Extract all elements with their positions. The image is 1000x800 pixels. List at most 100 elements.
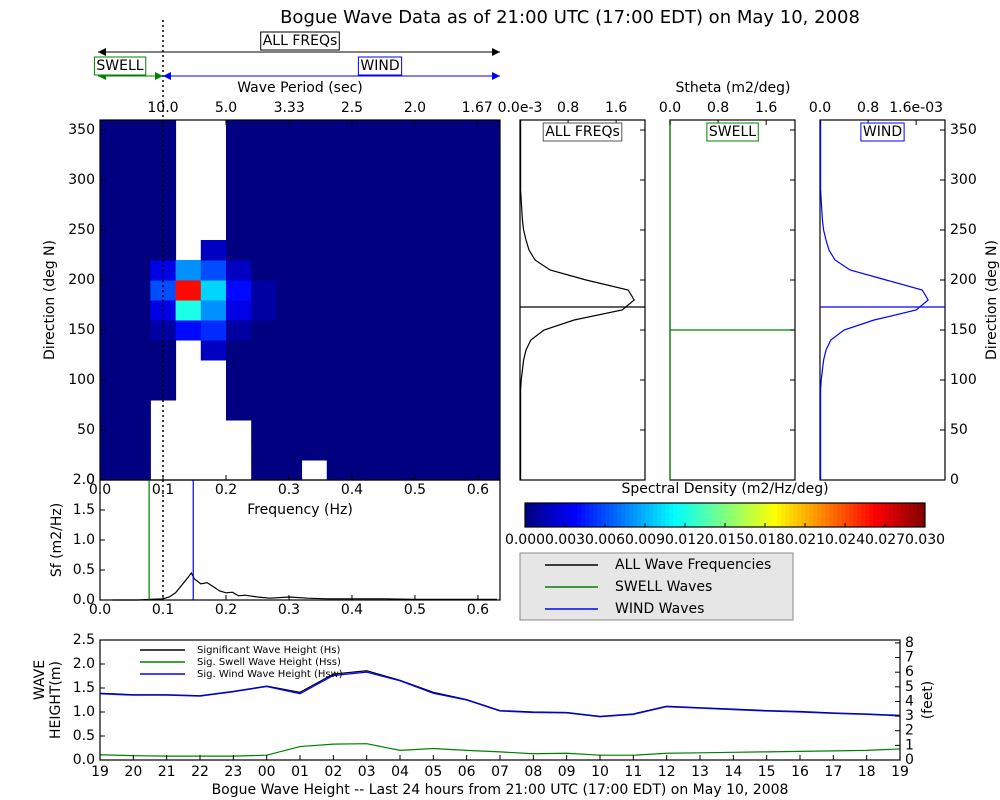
heat-cell: [377, 200, 403, 221]
heat-cell: [377, 460, 403, 481]
heat-cell: [225, 160, 252, 181]
y2-tick-label: 5: [905, 679, 914, 695]
plot-frame: [519, 119, 646, 481]
colorbar-step: [637, 503, 642, 527]
heat-cell: [200, 260, 227, 281]
colorbar-step: [789, 503, 794, 527]
heat-cell: [301, 240, 328, 261]
heat-cell: [427, 400, 454, 421]
x-tick-label: 0.8: [557, 100, 579, 116]
heat-cell: [225, 180, 252, 201]
colorbar-step: [653, 503, 658, 527]
profile-line: [820, 120, 929, 480]
colorbar-tick-label: 0.009: [625, 532, 665, 548]
heat-cell: [427, 340, 454, 361]
heat-cell: [276, 380, 303, 401]
y-tick-label: 0: [950, 472, 959, 488]
y-tick-label: 200: [950, 272, 977, 288]
heat-cell: [477, 280, 501, 301]
colorbar-step: [633, 503, 638, 527]
colorbar-tick-label: 0.024: [825, 532, 865, 548]
x-tick-label: 0.5: [404, 482, 426, 498]
colorbar-step: [565, 503, 570, 527]
colorbar-step: [761, 503, 766, 527]
heat-cell: [276, 180, 303, 201]
all-label: ALL FREQs: [263, 33, 338, 49]
y-tick-label: 0.0: [73, 592, 95, 608]
heat-cell: [477, 440, 501, 461]
heat-cell: [326, 420, 353, 441]
heat-cell: [175, 260, 202, 281]
x-tick-label: 15: [758, 764, 776, 780]
heat-cell: [251, 340, 277, 361]
heat-cell: [377, 220, 403, 241]
chart-title: Bogue Wave Data as of 21:00 UTC (17:00 E…: [280, 7, 860, 28]
y-axis-label: HEIGHT(m): [48, 661, 64, 739]
heat-cell: [276, 280, 303, 301]
y-tick-label: 50: [950, 422, 968, 438]
colorbar-step: [717, 503, 722, 527]
heat-cell: [377, 180, 403, 201]
colorbar-step: [541, 503, 546, 527]
colorbar-step: [881, 503, 886, 527]
x-tick-label: 0.2: [215, 482, 237, 498]
colorbar-step: [709, 503, 714, 527]
y2-tick-label: 4: [905, 693, 914, 709]
colorbar-step: [585, 503, 590, 527]
heat-cell: [326, 180, 353, 201]
heat-cell: [225, 220, 252, 241]
colorbar-step: [701, 503, 706, 527]
colorbar-step: [749, 503, 754, 527]
x-tick-label: 1.6: [755, 100, 777, 116]
colorbar-step: [685, 503, 690, 527]
heat-cell: [452, 180, 479, 201]
heat-cell: [125, 400, 151, 421]
legend-label: Sig. Wind Wave Height (Hsw): [197, 669, 343, 680]
colorbar-step: [733, 503, 738, 527]
y-tick-label: 0.0: [73, 752, 95, 768]
colorbar-step: [605, 503, 610, 527]
heat-cell: [351, 360, 378, 381]
colorbar-step: [845, 503, 850, 527]
heat-cell: [326, 400, 353, 421]
x-tick-label: 14: [724, 764, 742, 780]
heat-cell: [326, 380, 353, 401]
x-tick-label: 18: [858, 764, 876, 780]
period-tick-label: 2.5: [341, 100, 363, 116]
heat-cell: [301, 300, 328, 321]
x-axis-label: Bogue Wave Height -- Last 24 hours from …: [212, 782, 789, 798]
heat-cell: [251, 140, 277, 161]
heat-cell: [326, 300, 353, 321]
heat-cell: [225, 200, 252, 221]
heat-cell: [326, 460, 353, 481]
heat-cell: [351, 420, 378, 441]
x-tick-label: 04: [391, 764, 409, 780]
heat-cell: [351, 400, 378, 421]
heat-cell: [251, 400, 277, 421]
legend-label: Significant Wave Height (Hs): [197, 645, 340, 656]
heat-cell: [125, 340, 151, 361]
heat-cell: [452, 300, 479, 321]
y-tick-label: 1.0: [73, 704, 95, 720]
colorbar-step: [525, 503, 530, 527]
heat-cell: [301, 280, 328, 301]
heat-cell: [301, 140, 328, 161]
colorbar-tick-label: 0.000: [505, 532, 545, 548]
colorbar-step: [681, 503, 686, 527]
heat-cell: [276, 220, 303, 241]
profile-line: [520, 120, 635, 480]
heat-cell: [251, 460, 277, 481]
heat-cell: [301, 420, 328, 441]
heat-cell: [225, 320, 252, 341]
colorbar-step: [573, 503, 578, 527]
plot-frame: [819, 119, 946, 481]
panel-title: ALL FREQs: [545, 124, 620, 140]
y-tick-label: 0: [86, 472, 95, 488]
y-axis-label: Direction (deg N): [984, 240, 1000, 360]
heat-cell: [427, 160, 454, 181]
label-box: [706, 122, 759, 142]
colorbar-step: [589, 503, 594, 527]
heat-cell: [251, 120, 277, 141]
heat-cell: [125, 120, 151, 141]
x-tick-label: 21: [158, 764, 176, 780]
